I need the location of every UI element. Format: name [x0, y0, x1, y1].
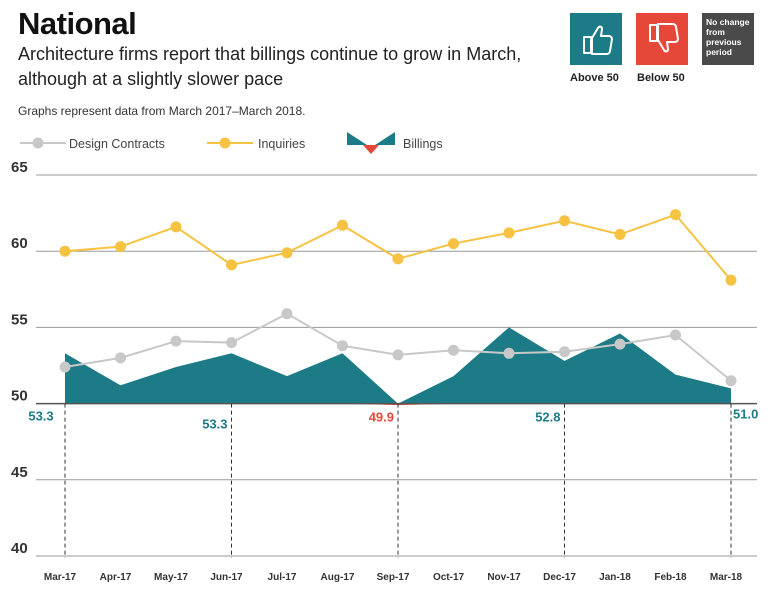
- inquiries-point: [392, 253, 404, 265]
- inquiries-point: [226, 259, 237, 271]
- below-50-label: Below 50: [637, 72, 685, 84]
- x-tick-label: Aug-17: [321, 572, 355, 583]
- inquiries-point: [59, 245, 71, 257]
- inquiries-point: [725, 274, 737, 286]
- x-tick-label: Oct-17: [433, 572, 465, 583]
- above-50-badge: [570, 13, 622, 65]
- y-tick-label: 65: [11, 159, 28, 176]
- legend-billings-label: Billings: [403, 137, 443, 151]
- design-contracts-point: [226, 337, 237, 349]
- x-tick-label: Mar-18: [710, 572, 743, 583]
- y-tick-label: 50: [11, 388, 28, 405]
- inquiries-point: [559, 215, 570, 227]
- design-contracts-point: [670, 329, 681, 341]
- y-tick-label: 60: [11, 235, 28, 252]
- data-range-note: Graphs represent data from March 2017–Ma…: [18, 104, 306, 118]
- x-tick-label: Jul-17: [268, 572, 297, 583]
- design-contracts-point: [115, 352, 126, 364]
- design-contracts-point: [59, 361, 71, 373]
- x-tick-label: Apr-17: [100, 572, 132, 583]
- above-50-label: Above 50: [570, 72, 619, 84]
- x-tick-label: Dec-17: [543, 572, 576, 583]
- inquiries-line: [64, 213, 732, 281]
- x-tick-label: Sep-17: [377, 572, 410, 583]
- inquiries-point: [503, 227, 515, 239]
- data-label: 53.3: [202, 417, 227, 432]
- legend-design-label: Design Contracts: [69, 137, 165, 151]
- x-tick-label: Jan-18: [599, 572, 631, 583]
- design-contracts-point: [725, 375, 737, 387]
- x-tick-label: Mar-17: [44, 572, 77, 583]
- legend-inquiries-label: Inquiries: [258, 137, 306, 151]
- inquiries-point: [281, 247, 293, 259]
- design-contracts-point: [170, 335, 182, 347]
- design-contracts-point: [503, 347, 515, 359]
- inquiries-point: [115, 241, 126, 253]
- data-label: 51.0: [733, 407, 758, 422]
- thumbs-up-icon: [583, 25, 613, 55]
- legend-billings-swatch: [347, 132, 395, 154]
- no-change-badge: No change from previous period: [702, 13, 754, 65]
- y-tick-label: 45: [11, 464, 28, 481]
- billings-area-above-50: [65, 327, 731, 404]
- x-tick-label: Feb-18: [654, 572, 687, 583]
- inquiries-point: [170, 221, 182, 233]
- design-contracts-point: [614, 338, 626, 350]
- data-label: 49.9: [369, 410, 394, 425]
- thumbs-down-icon: [649, 23, 679, 53]
- data-label: 52.8: [535, 410, 560, 425]
- y-tick-label: 55: [11, 311, 28, 328]
- legend-design-swatch: [20, 137, 66, 149]
- x-tick-label: Nov-17: [487, 572, 521, 583]
- chart-title: National: [18, 6, 137, 41]
- chart-subtitle: Architecture firms report that billings …: [18, 44, 522, 89]
- inquiries-point: [670, 209, 681, 221]
- below-50-badge: [636, 13, 688, 65]
- design-contracts-point: [448, 344, 459, 356]
- y-tick-label: 40: [11, 540, 28, 557]
- design-contracts-point: [337, 340, 348, 352]
- design-contracts-point: [281, 308, 293, 320]
- inquiries-point: [337, 219, 348, 231]
- x-tick-label: Jun-17: [210, 572, 243, 583]
- x-tick-label: May-17: [154, 572, 188, 583]
- inquiries-point: [448, 238, 459, 250]
- design-contracts-point: [392, 349, 404, 361]
- inquiries-point: [614, 228, 626, 240]
- data-label: 53.3: [28, 409, 53, 424]
- design-contracts-point: [559, 346, 570, 358]
- legend-inquiries-swatch: [207, 137, 253, 149]
